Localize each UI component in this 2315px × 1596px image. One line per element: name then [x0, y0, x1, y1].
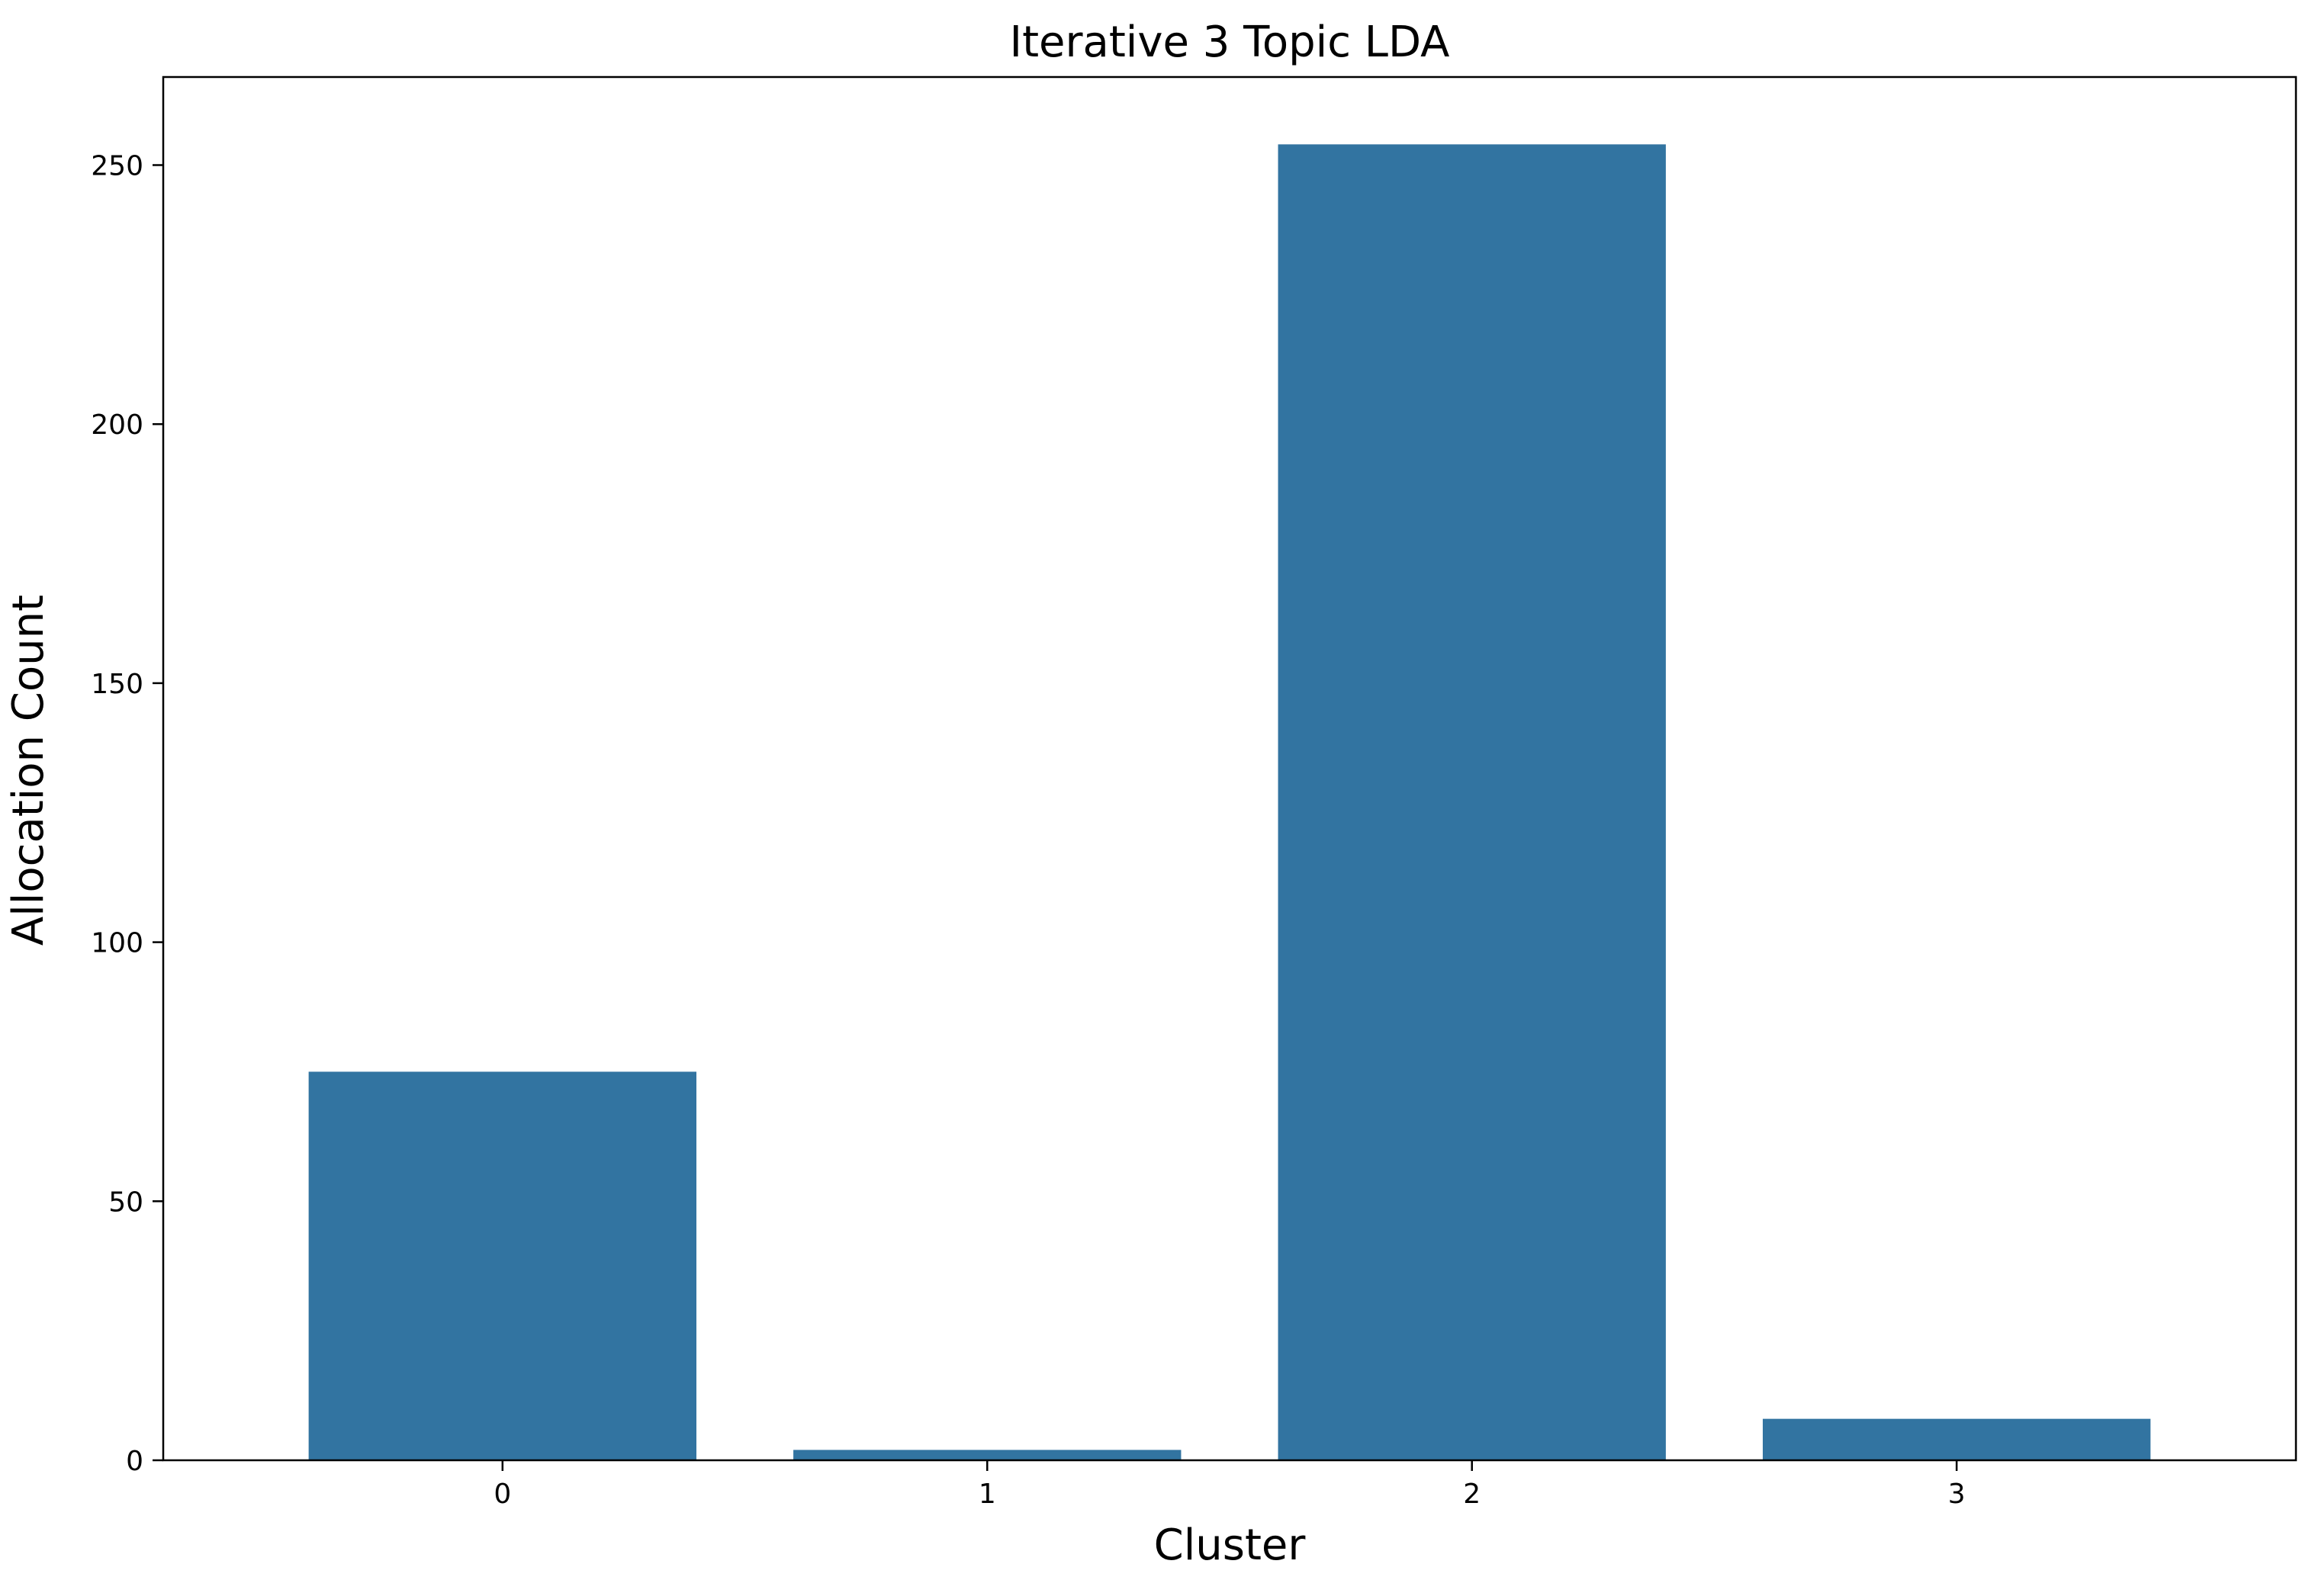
bar-2 — [1278, 144, 1666, 1460]
x-axis-label: Cluster — [1154, 1521, 1307, 1570]
x-tick-label: 0 — [494, 1479, 511, 1510]
y-tick-label: 100 — [91, 928, 143, 959]
y-tick-label: 150 — [91, 669, 143, 700]
y-axis-label: Allocation Count — [4, 595, 53, 946]
bar-1 — [793, 1450, 1182, 1460]
x-tick-label: 1 — [979, 1479, 996, 1510]
y-tick-label: 50 — [108, 1187, 143, 1218]
y-tick-label: 0 — [126, 1446, 143, 1477]
y-tick-label: 200 — [91, 409, 143, 441]
bar-3 — [1763, 1418, 2151, 1460]
chart-title: Iterative 3 Topic LDA — [1010, 18, 1450, 67]
y-axis-ticks: 0 50 100 150 200 250 — [91, 150, 163, 1477]
x-axis-ticks: 0 1 2 3 — [494, 1460, 1966, 1510]
y-tick-label: 250 — [91, 150, 143, 181]
x-tick-label: 3 — [1948, 1479, 1966, 1510]
bars-layer — [308, 144, 2151, 1460]
x-tick-label: 2 — [1463, 1479, 1481, 1510]
bar-0 — [308, 1071, 696, 1460]
plot-frame — [162, 75, 2297, 1462]
